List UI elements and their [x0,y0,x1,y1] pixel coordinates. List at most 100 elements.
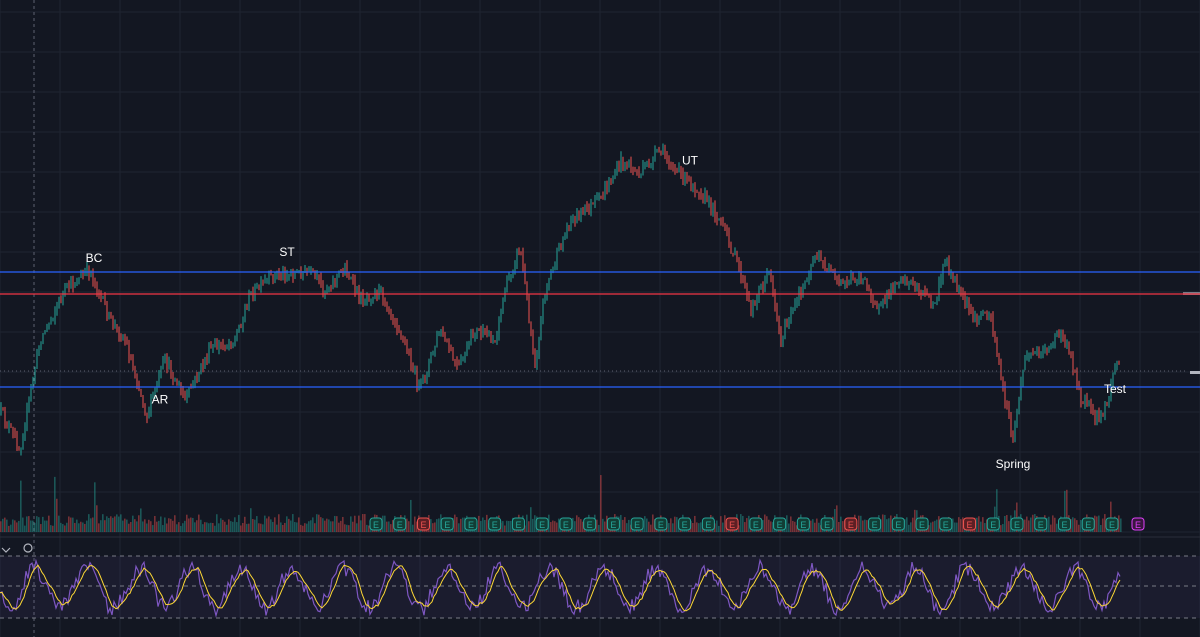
volume-bar [308,521,310,532]
earnings-marker[interactable] [583,517,597,531]
earnings-marker[interactable] [749,517,763,531]
volume-bar [296,522,298,532]
earnings-marker[interactable] [369,517,383,531]
volume-bar [130,522,132,532]
earnings-marker[interactable] [891,517,905,531]
volume-bar [552,520,554,532]
annotation-ut: UT [682,154,699,168]
volume-bar [724,515,726,532]
earnings-marker-label: E [872,520,878,530]
earnings-marker[interactable] [1010,517,1024,531]
earnings-marker-label: E [397,520,403,530]
earnings-marker[interactable] [796,517,810,531]
volume-bar [980,521,982,532]
earnings-marker-label: E [682,520,688,530]
volume-bar [234,517,236,532]
earnings-marker[interactable] [1081,517,1095,531]
volume-bar [42,516,44,532]
earnings-marker[interactable] [464,517,478,531]
earnings-marker[interactable] [915,517,929,531]
volume-bar [202,524,204,532]
volume-bar [212,523,214,532]
settings-icon[interactable] [23,543,33,553]
earnings-marker[interactable] [963,517,977,531]
earnings-marker[interactable] [773,517,787,531]
volume-bar [626,523,628,532]
earnings-marker[interactable] [986,517,1000,531]
earnings-marker[interactable] [654,517,668,531]
volume-bar [316,514,318,532]
volume-bar [12,519,14,532]
volume-bar [66,522,68,532]
volume-bar [796,525,798,532]
volume-bar [1048,516,1050,532]
volume-bar [174,515,176,532]
earnings-marker[interactable] [630,517,644,531]
earnings-marker[interactable] [678,517,692,531]
volume-bar [76,519,78,532]
volume-bar [668,523,670,532]
volume-bar [44,520,46,532]
earnings-marker[interactable] [511,517,525,531]
volume-bar [1098,515,1100,532]
volume-bar [260,523,262,532]
earnings-marker-label: E [587,520,593,530]
volume-bar [480,520,482,532]
volume-bar [720,516,722,532]
earnings-marker[interactable] [393,517,407,531]
earnings-marker[interactable] [606,517,620,531]
earnings-marker[interactable] [1058,517,1072,531]
earnings-marker[interactable] [1034,517,1048,531]
earnings-marker[interactable] [820,517,834,531]
volume-bar [88,514,90,532]
volume-bar [28,516,30,532]
earnings-marker[interactable] [559,517,573,531]
volume-bar [572,517,574,532]
volume-bar [114,516,116,532]
volume-bar [294,522,296,532]
volume-bar [604,521,606,532]
volume-bar [362,514,364,532]
volume-bar [1072,517,1074,532]
earnings-marker[interactable] [440,517,454,531]
volume-bar [1120,518,1122,532]
volume-bar [176,524,178,532]
volume-bar [622,519,624,532]
volume-bar [80,521,82,532]
volume-bar [48,515,50,532]
earnings-marker[interactable] [1105,517,1119,531]
dividend-marker[interactable] [1131,517,1145,531]
volume-bar [1028,520,1030,532]
earnings-marker[interactable] [844,517,858,531]
volume-bar [888,518,890,532]
volume-bar [220,518,222,532]
volume-bar [598,524,600,532]
earnings-marker[interactable] [535,517,549,531]
volume-bar [742,515,744,532]
volume-bar [170,518,172,532]
volume-bar [328,519,330,532]
earnings-marker[interactable] [701,517,715,531]
volume-bar [740,514,742,532]
volume-bar [82,522,84,532]
earnings-marker[interactable] [868,517,882,531]
volume-bar [8,525,10,532]
volume-bar [436,519,438,532]
earnings-marker[interactable] [725,517,739,531]
earnings-marker[interactable] [939,517,953,531]
volume-bar [168,518,170,532]
price-pane [0,143,1200,456]
volume-bar [886,519,888,532]
earnings-marker-label: E [919,520,925,530]
volume-bar [118,516,120,532]
earnings-marker[interactable] [488,517,502,531]
earnings-marker[interactable] [416,517,430,531]
volume-bar [360,520,362,532]
volume-bar [694,515,696,532]
volume-bar [486,514,488,532]
chevron-down-icon[interactable] [1,547,11,553]
volume-bar [978,516,980,532]
volume-bar [864,519,866,532]
